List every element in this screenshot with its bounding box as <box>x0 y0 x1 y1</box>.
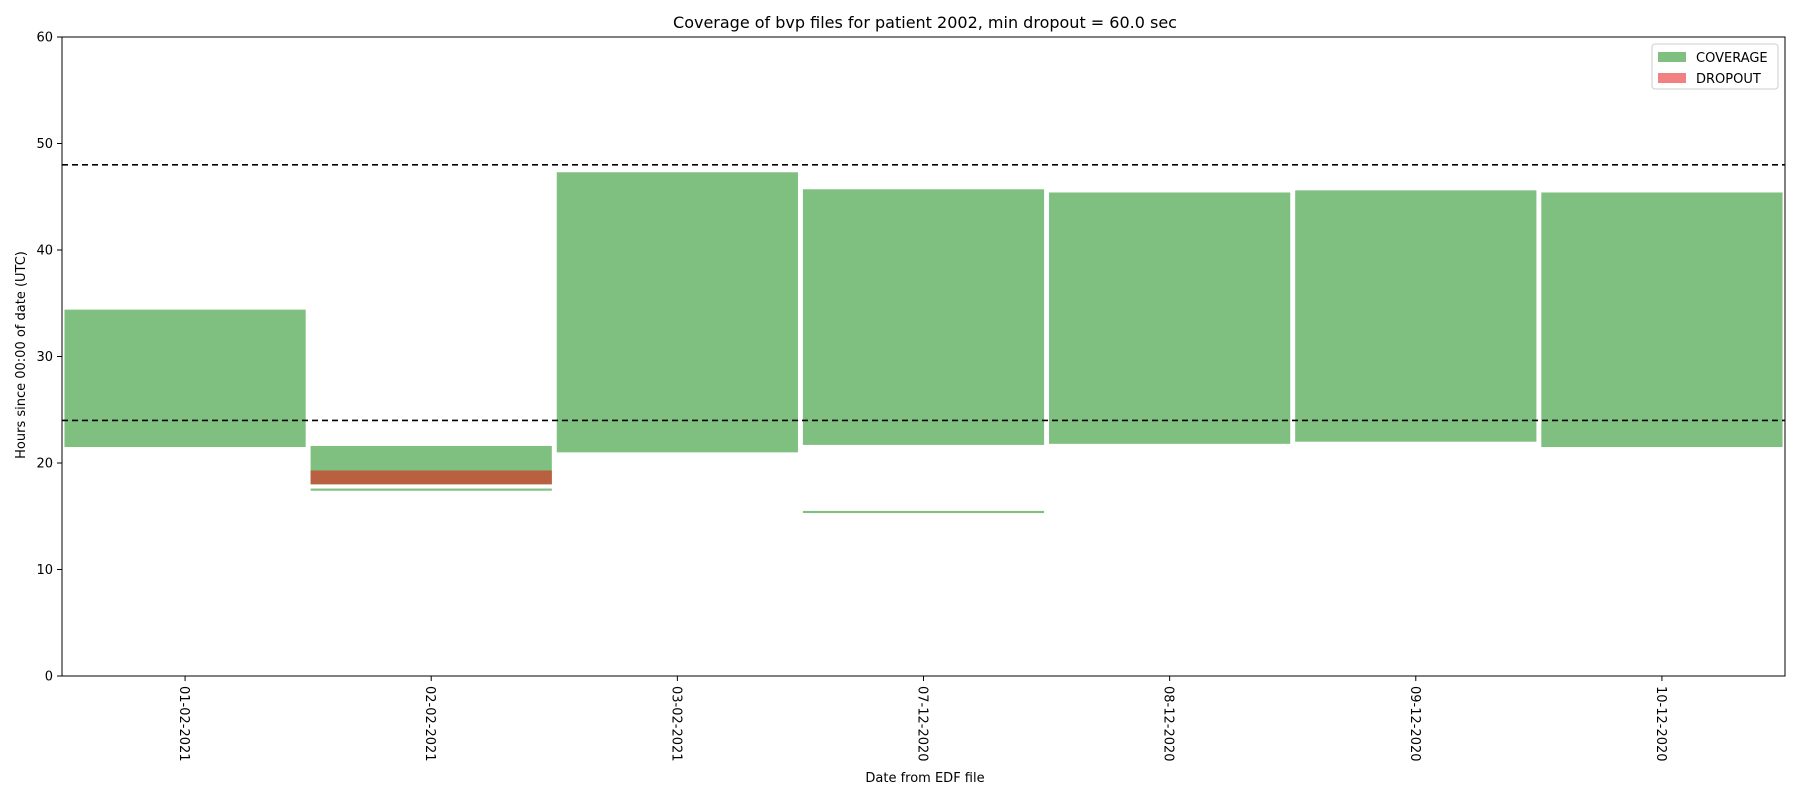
y-tick-label: 0 <box>45 670 53 685</box>
x-tick-label: 10-12-2020 <box>1653 686 1668 762</box>
x-tick-label: 01-02-2021 <box>176 686 191 762</box>
coverage-bar <box>1295 190 1537 442</box>
legend-label: COVERAGE <box>1696 51 1768 66</box>
x-tick-label: 02-02-2021 <box>422 686 437 762</box>
x-tick-label: 08-12-2020 <box>1161 686 1176 762</box>
x-axis-label: Date from EDF file <box>865 771 984 786</box>
y-tick-label: 50 <box>36 137 53 152</box>
coverage-bar <box>310 488 552 491</box>
y-axis-label: Hours since 00:00 of date (UTC) <box>14 251 29 459</box>
x-tick-label: 09-12-2020 <box>1407 686 1422 762</box>
coverage-bar <box>802 510 1045 514</box>
y-tick-label: 40 <box>36 244 53 259</box>
plot-area: 0 10 20 30 40 50 60 01-02-2021 02-02-2021 03-02-2… <box>36 31 1786 762</box>
y-tick-label: 30 <box>36 350 53 365</box>
x-tick-label: 07-12-2020 <box>915 686 930 762</box>
legend-swatch <box>1658 73 1686 83</box>
coverage-bar <box>1541 192 1783 448</box>
y-tick-label: 20 <box>36 457 53 472</box>
y-tick-label: 10 <box>36 563 53 578</box>
coverage-bar <box>556 172 798 453</box>
y-tick-label: 60 <box>36 31 53 46</box>
coverage-bar <box>1049 192 1291 444</box>
dropout-bar <box>310 470 552 485</box>
legend-label: DROPOUT <box>1696 72 1761 87</box>
legend-swatch <box>1658 52 1686 62</box>
x-tick-label: 03-02-2021 <box>668 686 683 762</box>
legend: COVERAGE DROPOUT <box>1651 43 1779 90</box>
chart-title: Coverage of bvp files for patient 2002, … <box>673 13 1177 32</box>
coverage-bar <box>64 309 306 448</box>
coverage-bar <box>802 189 1045 445</box>
